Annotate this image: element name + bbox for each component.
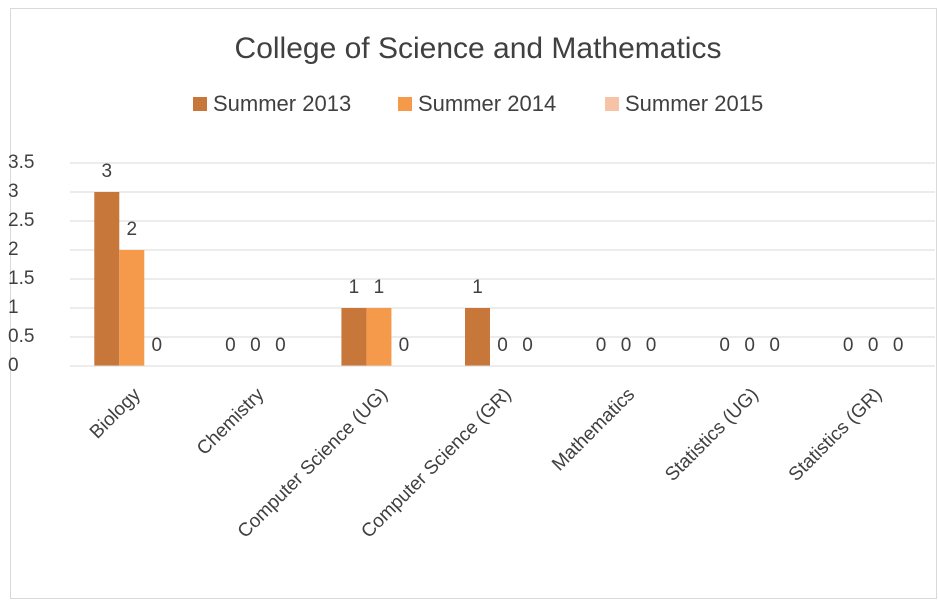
y-tick-label: 0.5	[8, 326, 34, 347]
bar	[119, 250, 145, 366]
legend-swatch	[605, 97, 619, 111]
data-label: 1	[472, 277, 483, 298]
data-label: 1	[349, 277, 360, 298]
data-label: 0	[646, 335, 657, 356]
bar	[465, 308, 490, 366]
chart-border	[10, 8, 937, 599]
data-label: 0	[893, 335, 904, 356]
legend-swatch	[193, 97, 207, 111]
bar	[94, 192, 120, 366]
data-label: 0	[275, 335, 286, 356]
bar	[366, 308, 392, 366]
data-label: 2	[126, 219, 137, 240]
data-label: 0	[522, 335, 533, 356]
data-label: 0	[399, 335, 410, 356]
data-label: 0	[497, 335, 508, 356]
y-tick-label: 2.5	[8, 210, 34, 231]
data-label: 0	[843, 335, 854, 356]
data-label: 0	[250, 335, 261, 356]
chart-title: College of Science and Mathematics	[235, 32, 722, 65]
data-label: 3	[101, 161, 112, 182]
data-label: 0	[769, 335, 780, 356]
data-label: 0	[151, 335, 162, 356]
y-tick-label: 3	[8, 181, 19, 202]
legend-label: Summer 2015	[625, 91, 763, 116]
y-tick-label: 0	[8, 355, 19, 376]
data-label: 1	[374, 277, 385, 298]
legend-label: Summer 2014	[418, 91, 556, 116]
data-label: 0	[744, 335, 755, 356]
data-label: 0	[621, 335, 632, 356]
bar	[341, 308, 367, 366]
data-label: 0	[719, 335, 730, 356]
legend-label: Summer 2013	[213, 91, 351, 116]
legend-swatch	[398, 97, 412, 111]
y-tick-label: 1	[8, 297, 19, 318]
data-label: 0	[596, 335, 607, 356]
data-label: 0	[225, 335, 236, 356]
y-tick-label: 3.5	[8, 152, 34, 173]
data-label: 0	[868, 335, 879, 356]
y-tick-label: 1.5	[8, 268, 34, 289]
y-tick-label: 2	[8, 239, 19, 260]
